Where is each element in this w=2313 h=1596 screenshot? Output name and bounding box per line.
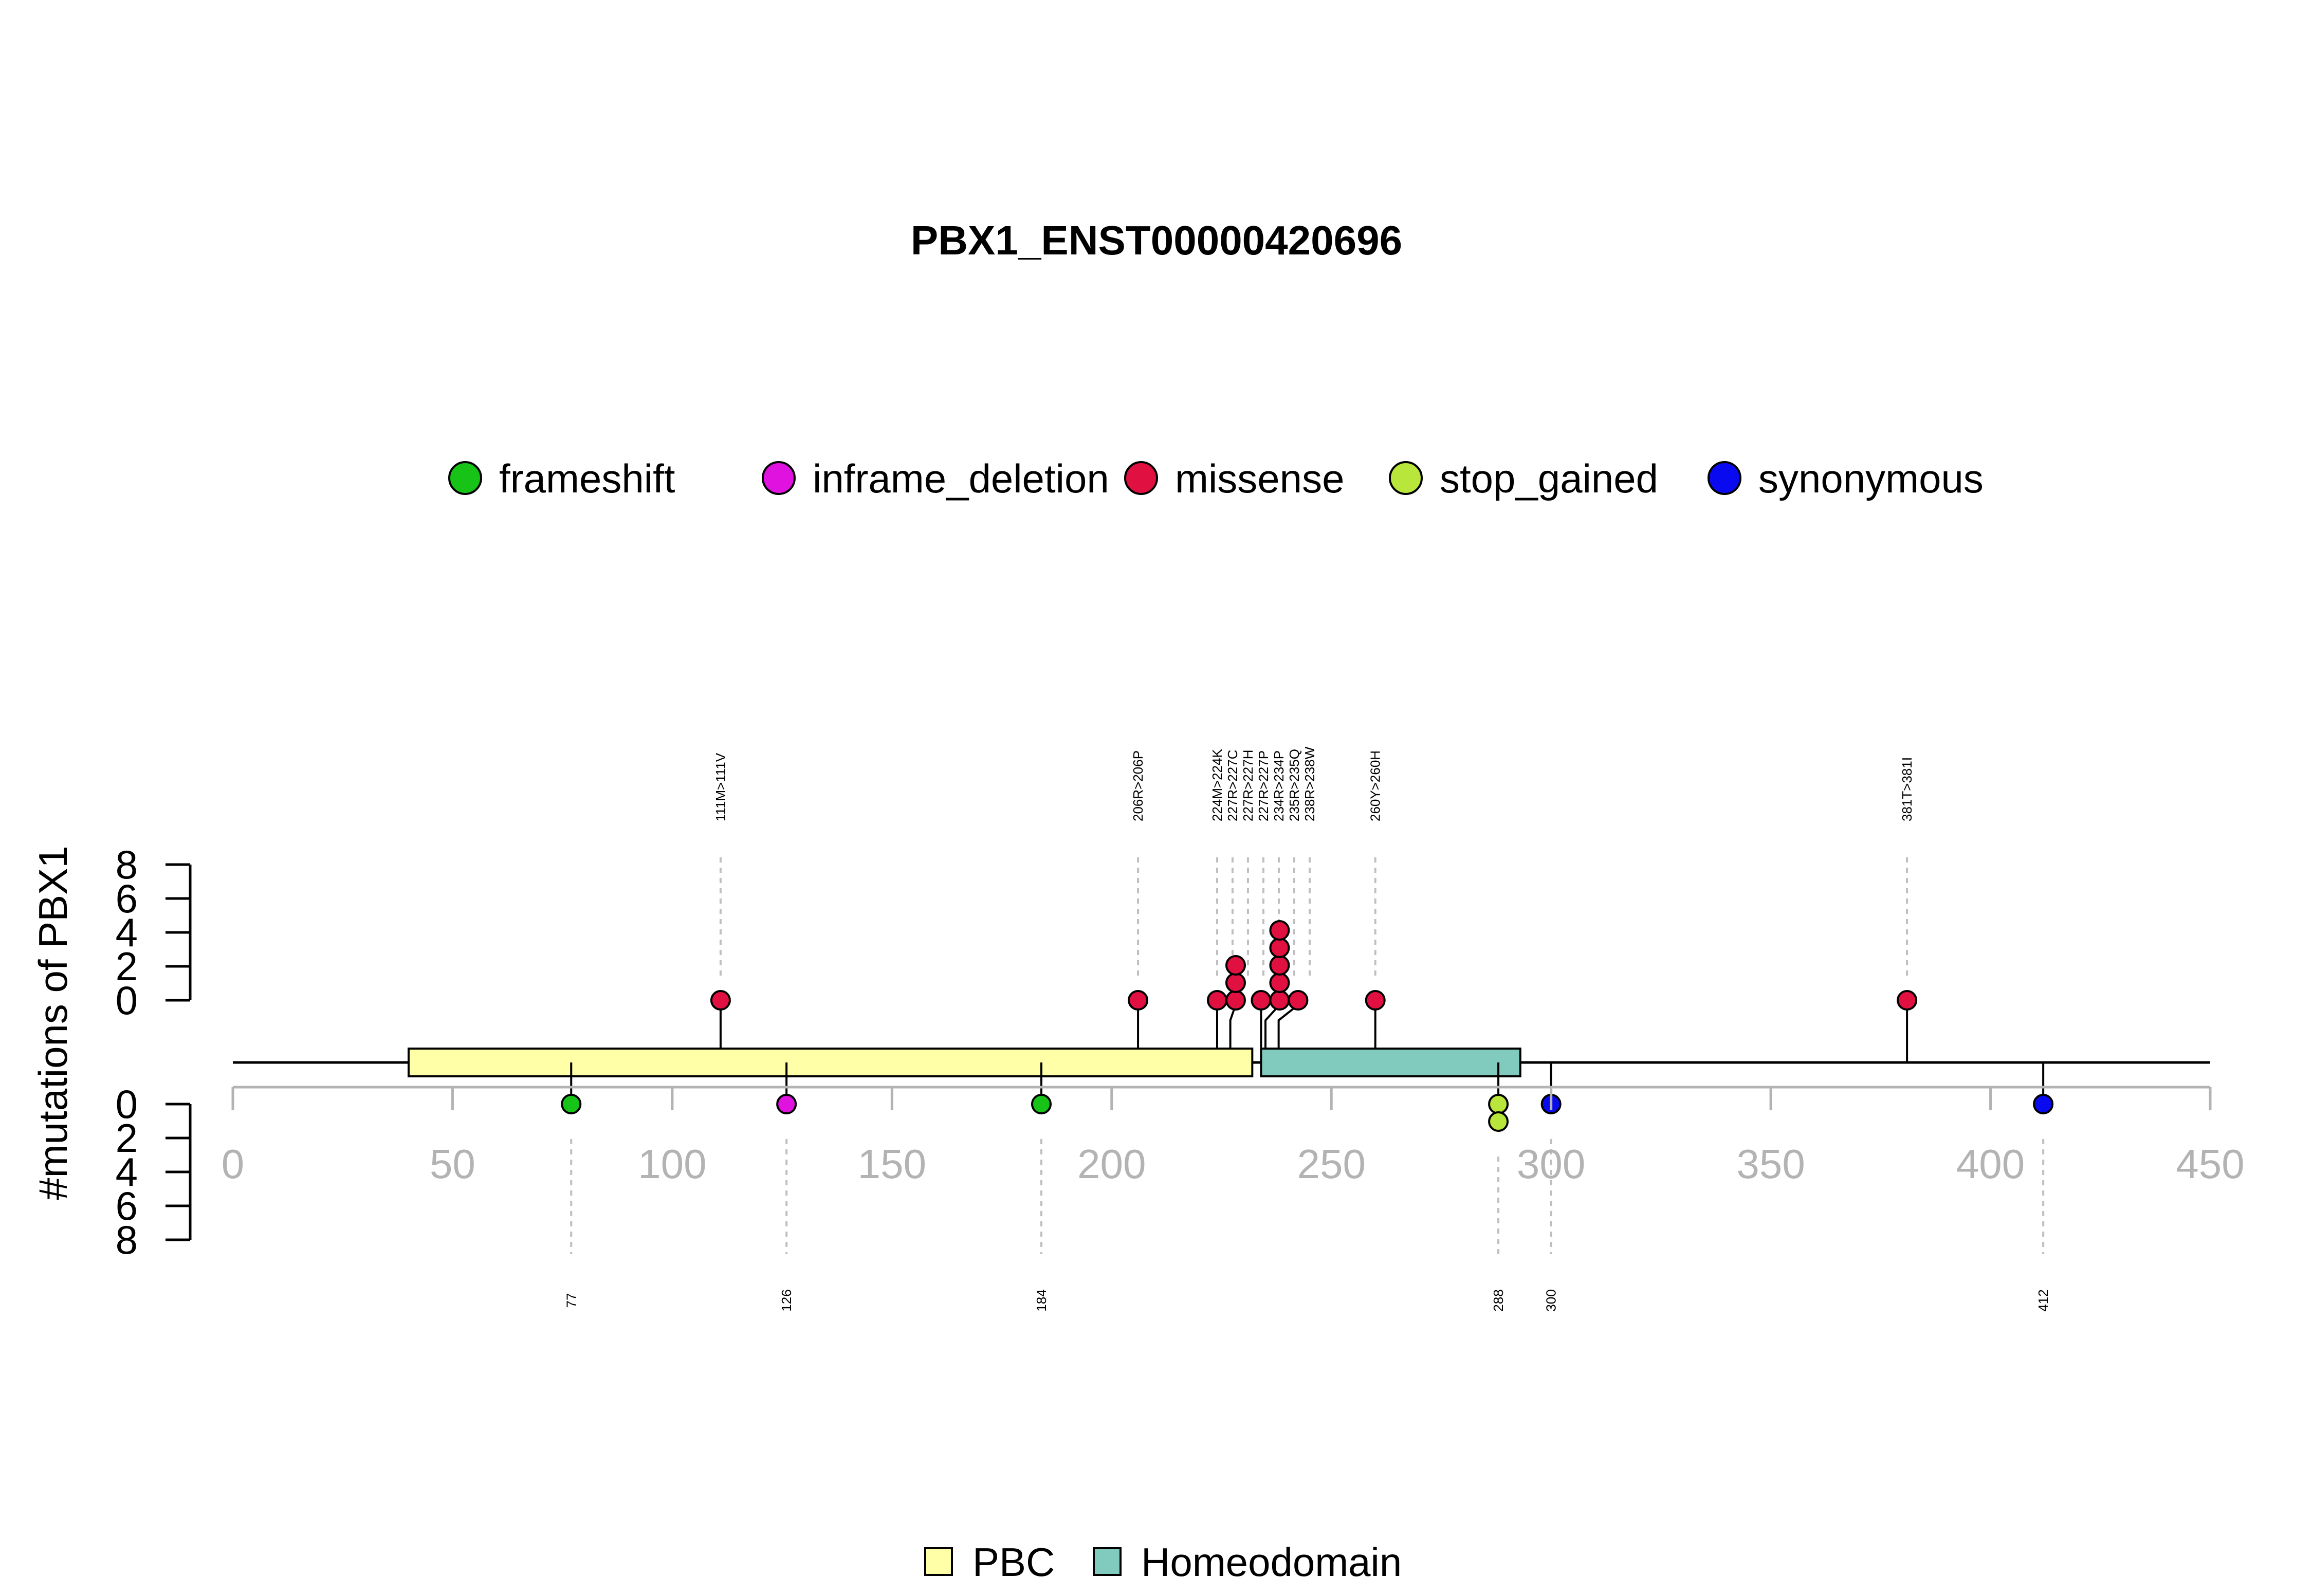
mutation-label: 206R>206P: [1130, 750, 1146, 821]
x-tick-label: 150: [858, 1141, 926, 1187]
mutation-point: [1897, 990, 1918, 1011]
mutation-legend: frameshift inframe_deletion missense stop_g…: [448, 456, 1984, 501]
legend-marker-inframe_deletion: [762, 461, 796, 495]
protein-track: [233, 1048, 2210, 1077]
mutation-point: [1269, 938, 1290, 958]
domain-legend-swatch-pbc: [924, 1547, 953, 1576]
mutation-label: 235R>235Q: [1287, 749, 1302, 821]
mutation-label: 260Y>260H: [1368, 750, 1383, 821]
mutation-point: [1251, 990, 1272, 1011]
x-tick-label: 250: [1297, 1141, 1365, 1187]
legend-label-missense: missense: [1175, 456, 1344, 501]
mutation-point: [776, 1094, 797, 1114]
legend-marker-stop_gained: [1389, 461, 1423, 495]
mutation-point: [1488, 1111, 1509, 1132]
mutation-point: [710, 990, 731, 1011]
legend-marker-frameshift: [448, 461, 482, 495]
y-tick-label-top: 8: [116, 842, 138, 887]
x-tick-label: 50: [430, 1141, 475, 1187]
y-tick-label-bottom: 4: [116, 1149, 138, 1195]
domain-pbc: [407, 1048, 1254, 1077]
mutation-point: [1365, 990, 1386, 1011]
y-tick-label-bottom: 8: [116, 1217, 138, 1262]
mutation-label: 238R>238W: [1302, 746, 1317, 821]
legend-label-stop_gained: stop_gained: [1440, 456, 1658, 501]
mutation-label: 184: [1034, 1289, 1049, 1311]
mutation-point: [1225, 955, 1246, 976]
y-tick-label-bottom: 2: [116, 1115, 138, 1161]
y-tick-label-top: 0: [116, 978, 138, 1023]
y-tick-label-top: 6: [116, 876, 138, 921]
mutation-point: [1269, 920, 1290, 941]
y-tick-label-bottom: 6: [116, 1183, 138, 1228]
mutation-label: 224M>224K: [1209, 748, 1225, 821]
mutation-label: 234R>234P: [1271, 750, 1287, 821]
chart-title: PBX1_ENST00000420696: [911, 217, 1402, 263]
mutation-point: [1488, 1094, 1509, 1114]
y-tick-label-bottom: 0: [116, 1081, 138, 1127]
x-tick-label: 350: [1736, 1141, 1805, 1187]
domain-legend: PBC Homeodomain: [924, 1539, 1402, 1585]
mutation-point: [1269, 990, 1290, 1011]
mutation-point: [1269, 955, 1290, 976]
x-tick-label: 200: [1077, 1141, 1146, 1187]
mutation-point: [1128, 990, 1149, 1011]
top-mutations: 111M>111V 206R>206P 224M>224K 227R>227C 227R…: [710, 746, 1918, 1062]
y-tick-label-top: 4: [116, 910, 138, 955]
mutation-point: [1225, 973, 1246, 993]
x-tick-label: 300: [1517, 1141, 1585, 1187]
mutation-label: 227R>227P: [1256, 750, 1271, 821]
domain-legend-swatch-homeodomain: [1093, 1547, 1122, 1576]
mutation-point: [561, 1094, 582, 1114]
x-tick-label: 400: [1956, 1141, 2025, 1187]
legend-marker-synonymous: [1708, 461, 1741, 495]
domain-homeodomain: [1260, 1048, 1521, 1077]
bottom-mutations: 77 126 184 288 300 412: [561, 1062, 2054, 1312]
mutation-label: 227R>227H: [1240, 750, 1256, 822]
x-tick-label: 0: [222, 1141, 245, 1187]
mutation-label: 111M>111V: [713, 753, 728, 821]
mutation-label: 288: [1491, 1289, 1506, 1311]
domain-legend-label-pbc: PBC: [972, 1539, 1055, 1585]
legend-label-frameshift: frameshift: [499, 456, 675, 501]
mutation-point: [1225, 990, 1246, 1011]
mutation-label: 126: [779, 1289, 794, 1311]
mutation-label: 227R>227C: [1225, 750, 1240, 822]
legend-label-inframe_deletion: inframe_deletion: [813, 456, 1109, 501]
x-tick-label: 100: [638, 1141, 706, 1187]
mutation-point: [2033, 1094, 2054, 1114]
x-tick-label: 450: [2176, 1141, 2244, 1187]
y-axis-label: #mutations of PBX1: [30, 846, 76, 1200]
mutation-label: 412: [2035, 1289, 2051, 1311]
mutation-point: [1206, 990, 1227, 1011]
y-tick-label-top: 2: [116, 944, 138, 989]
mutation-point: [1288, 990, 1309, 1011]
mutation-label: 381T>381I: [1899, 757, 1915, 821]
mutation-label: 300: [1544, 1289, 1559, 1311]
legend-label-synonymous: synonymous: [1758, 456, 1984, 501]
mutation-point: [1031, 1094, 1052, 1114]
mutation-point: [1269, 973, 1290, 993]
legend-marker-missense: [1124, 461, 1158, 495]
mutation-label: 77: [563, 1293, 579, 1308]
domain-legend-label-homeodomain: Homeodomain: [1141, 1539, 1402, 1585]
